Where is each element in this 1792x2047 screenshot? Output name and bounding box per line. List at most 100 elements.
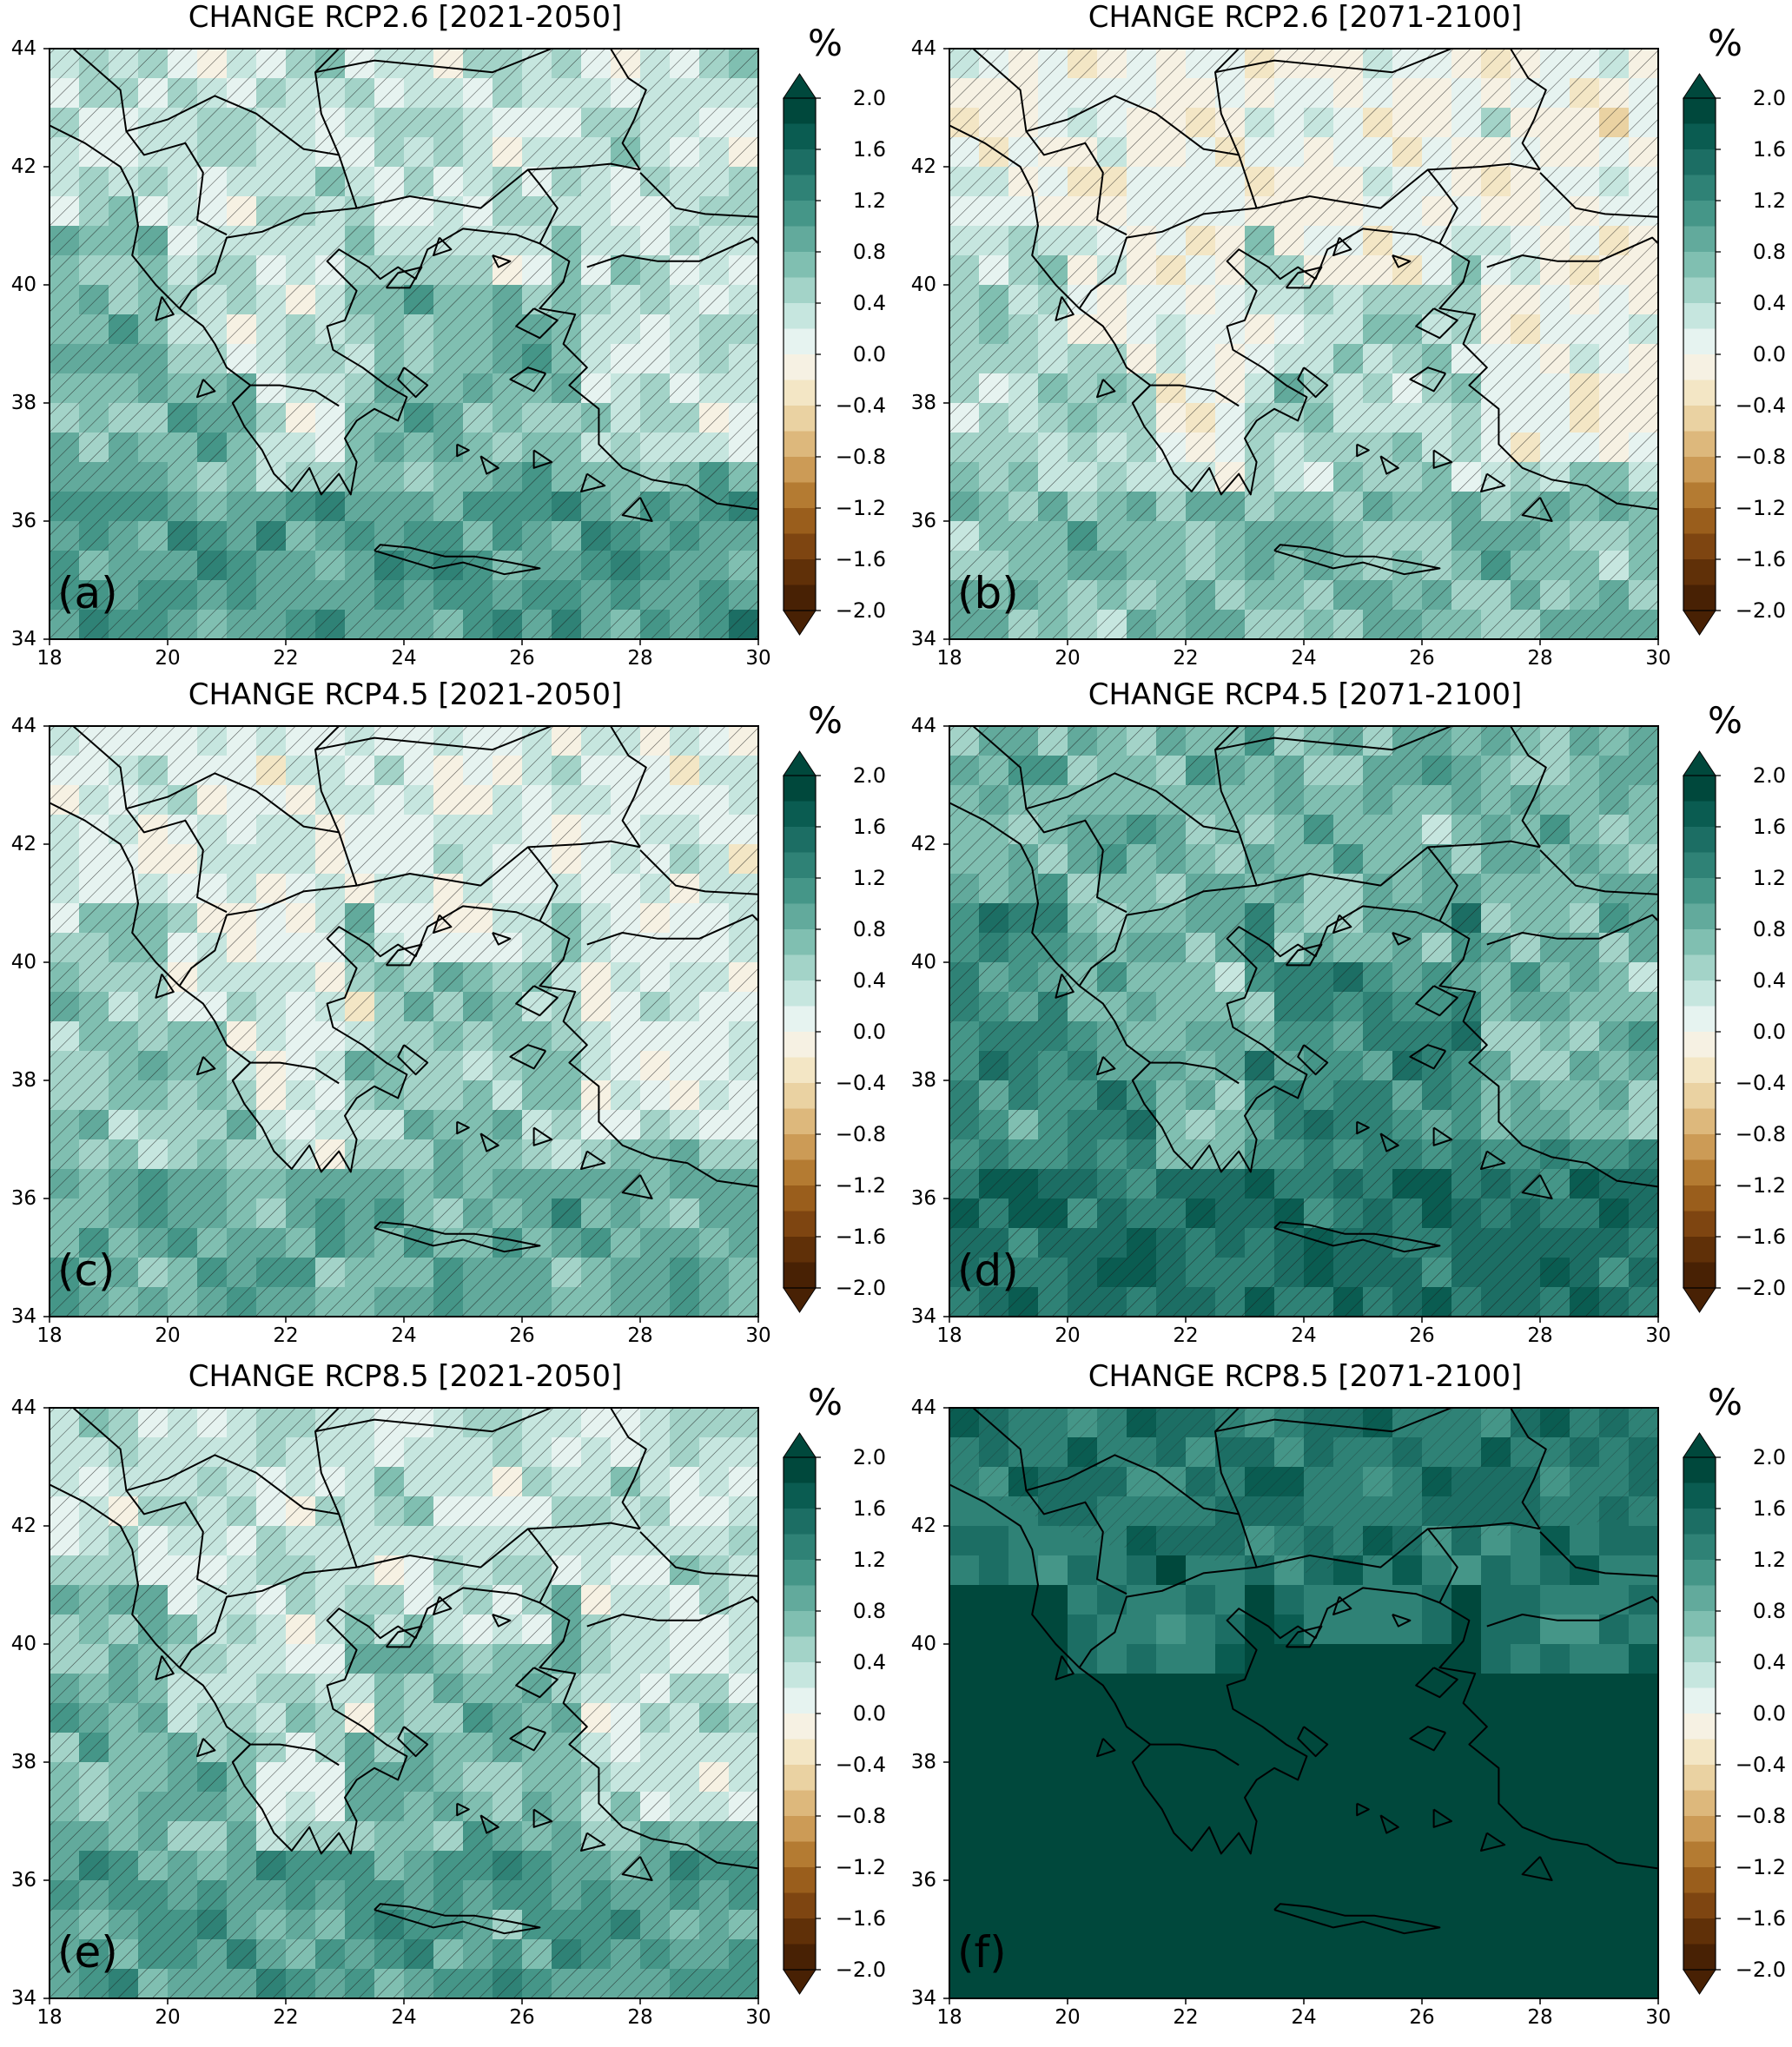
panel-title: CHANGE RCP4.5 [2071-2100]	[1088, 677, 1523, 712]
x-tick-label: 24	[1291, 1324, 1317, 1347]
coastline	[1427, 162, 1541, 171]
coastline	[196, 1056, 216, 1076]
colorbar-segment	[784, 1636, 816, 1663]
field-cell	[979, 1674, 1009, 1704]
coastline	[509, 366, 547, 393]
coastline	[1214, 1408, 1452, 1433]
colorbar-segment	[784, 878, 816, 904]
field-cell	[979, 1792, 1009, 1822]
y-tick-label: 34	[10, 1305, 36, 1328]
colorbar-extend-max	[783, 750, 817, 776]
colorbar-segment	[1683, 482, 1716, 509]
field-cell	[1451, 1821, 1482, 1852]
colorbar-segment	[1683, 175, 1716, 201]
colorbar-segment	[1683, 1159, 1716, 1186]
field-cell	[979, 1910, 1009, 1940]
colorbar-tick-label: −0.4	[1735, 393, 1786, 418]
panel-title: CHANGE RCP4.5 [2021-2050]	[188, 677, 623, 712]
coastline	[515, 1667, 559, 1699]
colorbar-tick-label: −1.6	[1735, 1906, 1786, 1931]
field-cell	[1008, 1851, 1039, 1881]
y-tick-label: 42	[910, 1515, 936, 1537]
colorbar-tick-label: −2.0	[1735, 1958, 1786, 1982]
colorbar-segment	[1683, 226, 1716, 253]
field-cell	[1511, 1555, 1541, 1586]
colorbar-segment	[1683, 431, 1716, 458]
field-cell	[1392, 1851, 1423, 1881]
colorbar-segment	[1683, 981, 1716, 1007]
coastline	[1379, 455, 1399, 475]
field-cell	[1392, 1880, 1423, 1911]
field-cell	[1156, 1969, 1187, 1998]
y-tick-label: 40	[910, 1633, 936, 1655]
y-tick-label: 42	[910, 155, 936, 178]
x-tick-label: 26	[509, 2006, 535, 2029]
colorbar-segment	[784, 175, 816, 201]
field-cell	[1215, 1910, 1246, 1940]
colorbar-extend-min	[1683, 610, 1716, 636]
field-cell	[1156, 1703, 1187, 1733]
coastline	[532, 449, 552, 469]
coastline	[639, 172, 758, 218]
coastline	[1379, 1814, 1399, 1834]
field-cell	[1481, 1674, 1511, 1704]
field-cell	[1570, 1644, 1600, 1674]
coastline	[586, 1595, 758, 1628]
colorbar-tick-label: 0.4	[1752, 968, 1786, 993]
colorbar-segment	[1683, 252, 1716, 278]
coastline	[580, 1150, 606, 1170]
x-tick-label: 22	[1173, 1324, 1199, 1347]
colorbar-segment	[784, 149, 816, 175]
x-tick-label: 26	[1409, 1324, 1435, 1347]
field-cell	[1511, 1851, 1541, 1881]
field-cell	[1186, 1555, 1216, 1586]
colorbar-unit: %	[808, 699, 843, 742]
coastline	[385, 266, 423, 289]
coastline	[1521, 1174, 1553, 1199]
colorbar	[783, 1432, 821, 1995]
coastline	[155, 296, 175, 321]
x-tick-label: 30	[745, 1324, 771, 1347]
coastline	[1273, 544, 1441, 576]
field-cell	[1215, 1792, 1246, 1822]
colorbar-segment	[784, 1006, 816, 1033]
field-cell	[1570, 1910, 1600, 1940]
field-cell	[1629, 1555, 1658, 1586]
field-cell	[1038, 1969, 1068, 1998]
colorbar-tick-label: −0.4	[835, 393, 886, 418]
field-cell	[1629, 1733, 1658, 1763]
coastline	[1510, 1408, 1547, 1529]
panel-title: CHANGE RCP8.5 [2071-2100]	[1088, 1359, 1523, 1394]
colorbar-tick-label: 1.6	[1752, 1496, 1786, 1521]
field-cell	[1068, 1555, 1098, 1586]
coastline	[155, 974, 175, 999]
colorbar-segment	[1683, 929, 1716, 955]
field-cell	[1068, 1792, 1098, 1822]
field-cell	[979, 1585, 1009, 1615]
colorbar-segment	[784, 1534, 816, 1561]
field-cell	[1097, 1880, 1127, 1911]
colorbar-segment	[1683, 954, 1716, 981]
coastline	[397, 366, 429, 399]
field-cell	[1629, 1910, 1658, 1940]
coastline	[610, 726, 647, 848]
coastline	[1273, 1903, 1441, 1935]
colorbar-tick-label: 1.2	[852, 1548, 886, 1572]
field-cell	[949, 1821, 980, 1852]
field-cell	[1511, 1792, 1541, 1822]
field-cell	[1038, 1910, 1068, 1940]
coastline	[1285, 943, 1323, 967]
colorbar-tick-label: −1.6	[835, 1906, 886, 1931]
field-cell	[1068, 1910, 1098, 1940]
coastline	[1055, 296, 1075, 321]
colorbar-tick-label: −0.8	[1735, 1804, 1786, 1828]
colorbar-segment	[1683, 354, 1716, 380]
coastline	[479, 455, 499, 475]
coastline	[492, 932, 512, 946]
field-cell	[1156, 1851, 1187, 1881]
y-tick-label: 34	[910, 1987, 936, 2010]
colorbar-tick-label: 1.6	[852, 137, 886, 162]
field-cell	[1540, 1762, 1570, 1793]
field-cell	[1570, 1792, 1600, 1822]
field-cell	[979, 1880, 1009, 1911]
